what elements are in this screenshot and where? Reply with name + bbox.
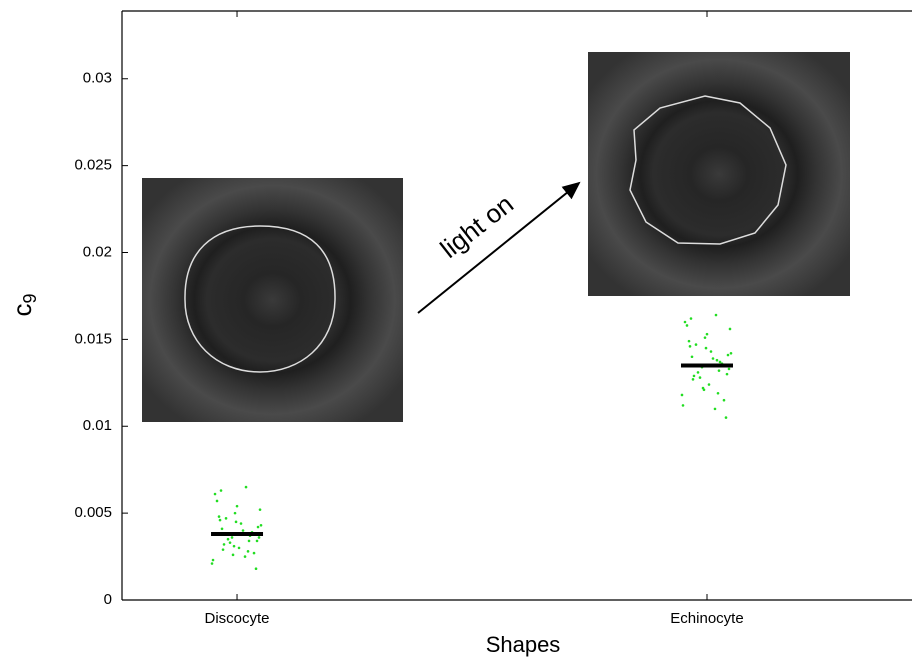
point bbox=[229, 541, 232, 544]
x-tick-label: Discocyte bbox=[205, 610, 270, 627]
point bbox=[710, 350, 713, 353]
point bbox=[259, 508, 262, 511]
point bbox=[684, 321, 687, 324]
y-axis-label: c9 bbox=[7, 293, 40, 316]
point bbox=[222, 548, 225, 551]
point bbox=[714, 408, 717, 411]
y-tick-label: 0.02 bbox=[83, 243, 112, 260]
y-tick-label: 0.01 bbox=[83, 417, 112, 434]
point bbox=[693, 375, 696, 378]
point bbox=[717, 392, 720, 395]
point bbox=[248, 540, 251, 543]
point bbox=[219, 519, 222, 522]
point bbox=[258, 536, 261, 539]
point bbox=[690, 317, 693, 320]
point bbox=[682, 404, 685, 407]
point bbox=[227, 538, 230, 541]
point bbox=[247, 550, 250, 553]
point bbox=[233, 545, 236, 548]
annotation: light on bbox=[434, 189, 519, 264]
point bbox=[231, 536, 234, 539]
y-label-sub: 9 bbox=[20, 293, 40, 303]
point bbox=[712, 357, 715, 360]
point bbox=[728, 368, 731, 371]
point bbox=[244, 555, 247, 558]
y-tick-label: 0.015 bbox=[74, 330, 112, 347]
point bbox=[232, 554, 235, 557]
point bbox=[718, 369, 721, 372]
chart: light on Shapes c9 0 0.005 0.01 0.015 0.02 0.… bbox=[0, 0, 912, 661]
point bbox=[705, 347, 708, 350]
point bbox=[223, 543, 226, 546]
point bbox=[708, 383, 711, 386]
point bbox=[221, 527, 224, 530]
point bbox=[238, 547, 241, 550]
point bbox=[697, 371, 700, 374]
point bbox=[729, 328, 732, 331]
y-tick-label: 0.005 bbox=[74, 504, 112, 521]
point bbox=[689, 345, 692, 348]
inset-discocyte bbox=[142, 178, 403, 422]
x-axis-label: Shapes bbox=[486, 632, 561, 657]
point bbox=[727, 354, 730, 357]
point bbox=[730, 352, 733, 355]
point bbox=[695, 343, 698, 346]
point bbox=[715, 314, 718, 317]
point bbox=[236, 505, 239, 508]
point bbox=[253, 552, 256, 555]
point bbox=[220, 489, 223, 492]
x-tick-label: Echinocyte bbox=[670, 610, 743, 627]
y-tick-label: 0.025 bbox=[74, 157, 112, 174]
point bbox=[255, 567, 258, 570]
point bbox=[218, 515, 221, 518]
point bbox=[245, 486, 248, 489]
point bbox=[212, 559, 215, 562]
point bbox=[691, 355, 694, 358]
point bbox=[225, 517, 228, 520]
point bbox=[211, 562, 214, 565]
point bbox=[686, 324, 689, 327]
point bbox=[702, 387, 705, 390]
point bbox=[216, 500, 219, 503]
point bbox=[706, 333, 709, 336]
point bbox=[681, 394, 684, 397]
point bbox=[257, 526, 260, 529]
point bbox=[240, 522, 243, 525]
point bbox=[716, 359, 719, 362]
point bbox=[726, 373, 729, 376]
point bbox=[256, 540, 259, 543]
point bbox=[692, 378, 695, 381]
point bbox=[719, 361, 722, 364]
inset-echinocyte bbox=[588, 52, 850, 296]
point bbox=[725, 416, 728, 419]
point bbox=[235, 521, 238, 524]
point bbox=[704, 336, 707, 339]
point bbox=[699, 376, 702, 379]
y-tick-label: 0.03 bbox=[83, 70, 112, 87]
point bbox=[234, 512, 237, 515]
point bbox=[214, 493, 217, 496]
point bbox=[260, 524, 263, 527]
y-tick-label: 0 bbox=[104, 591, 112, 608]
y-label-main: c bbox=[7, 304, 37, 317]
point bbox=[242, 529, 245, 532]
point bbox=[688, 340, 691, 343]
point bbox=[723, 399, 726, 402]
